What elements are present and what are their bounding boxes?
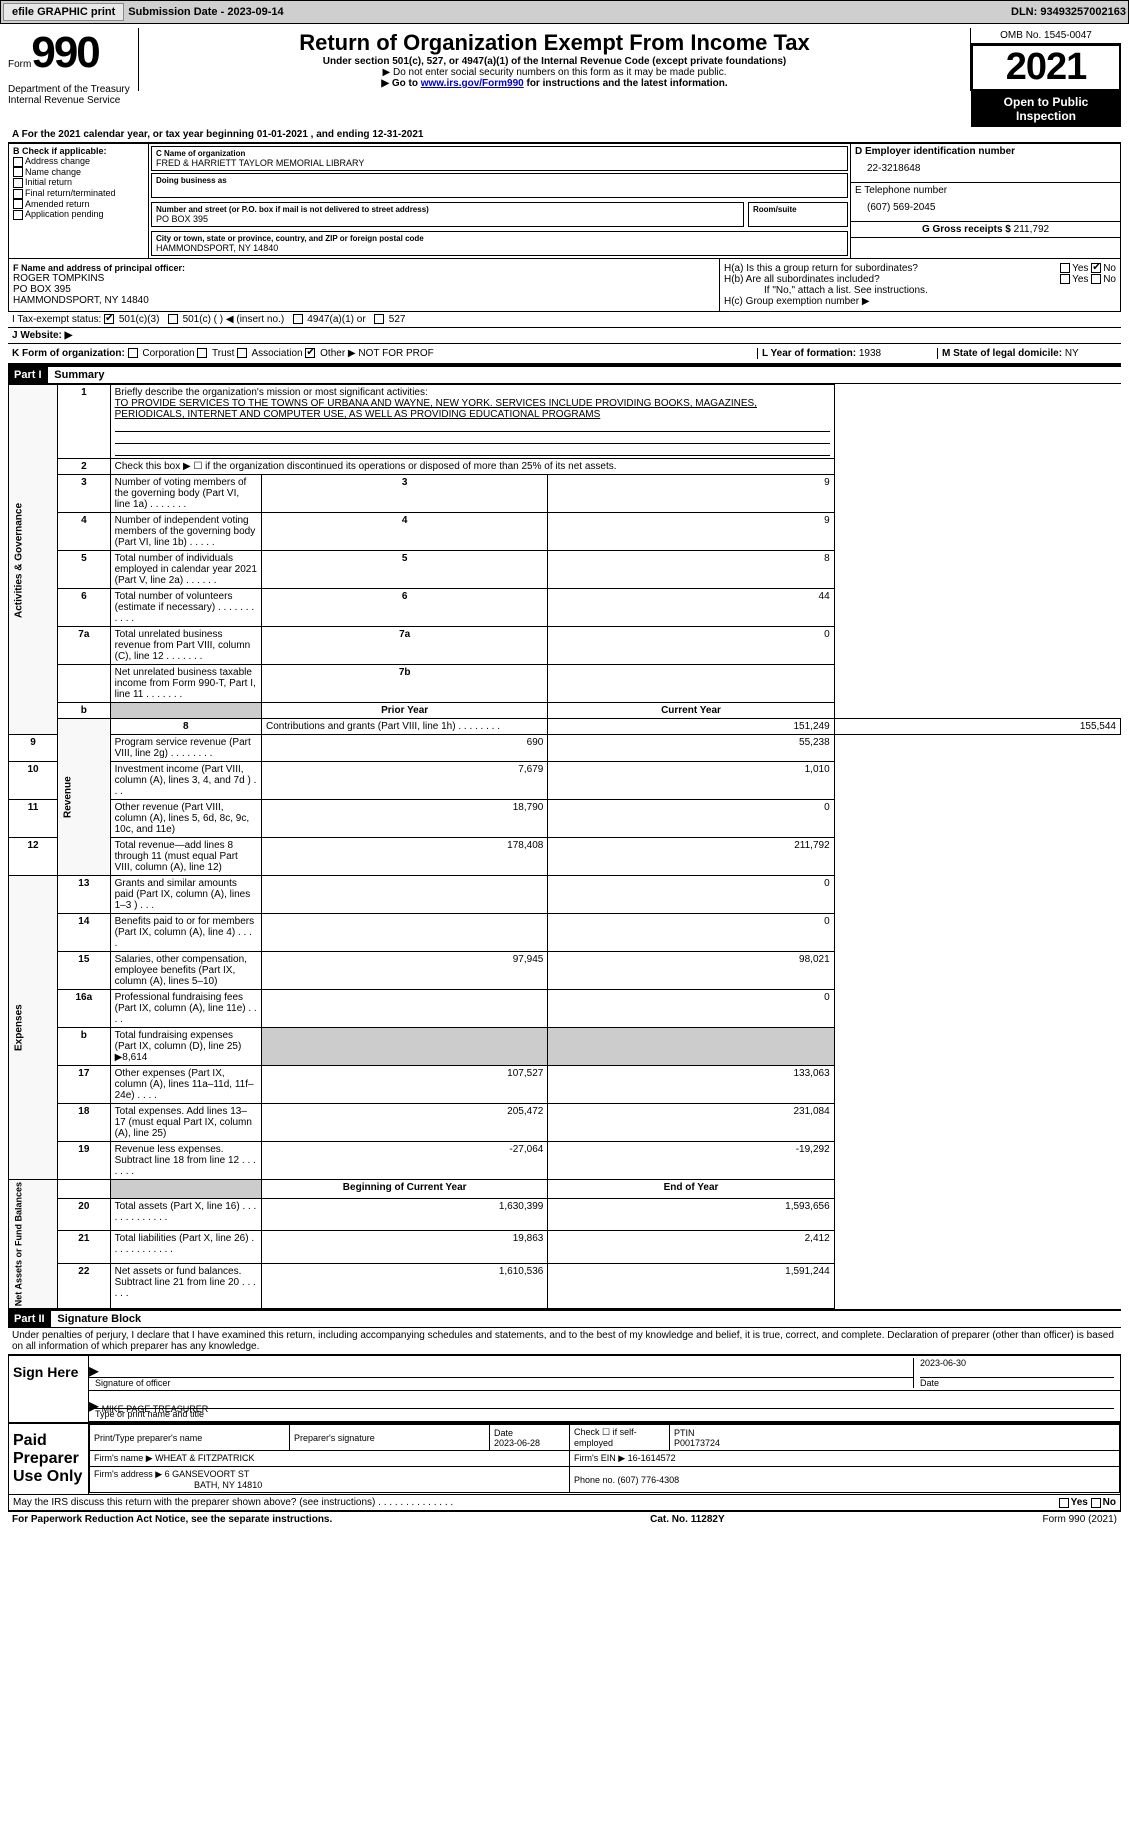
mission: Briefly describe the organization's miss…	[110, 385, 834, 459]
row-j: J Website: ▶	[8, 328, 1121, 344]
table-row: 6Total number of volunteers (estimate if…	[9, 589, 1121, 627]
street: PO BOX 395	[156, 214, 739, 224]
table-row: 5Total number of individuals employed in…	[9, 551, 1121, 589]
ptin: P00173724	[674, 1438, 720, 1448]
sig-date: 2023-06-30	[920, 1358, 1114, 1378]
table-row: 15Salaries, other compensation, employee…	[9, 952, 1121, 990]
table-row: 21Total liabilities (Part X, line 26) . …	[9, 1231, 1121, 1263]
page-title: Return of Organization Exempt From Incom…	[147, 30, 962, 56]
penalties-text: Under penalties of perjury, I declare th…	[8, 1328, 1121, 1355]
col-b: B Check if applicable: Address change Na…	[9, 144, 149, 258]
ssn-note: ▶ Do not enter social security numbers o…	[147, 67, 962, 78]
page-footer: For Paperwork Reduction Act Notice, see …	[8, 1511, 1121, 1527]
irs-link[interactable]: www.irs.gov/Form990	[421, 78, 524, 89]
part1-header: Part I	[8, 367, 48, 383]
row-m: M State of legal domicile: NY	[937, 348, 1117, 359]
ein: 22-3218648	[855, 157, 1116, 180]
col-d: D Employer identification number 22-3218…	[850, 144, 1120, 258]
phone: (607) 569-2045	[855, 196, 1116, 219]
topbar: efile GRAPHIC print Submission Date - 20…	[0, 0, 1129, 24]
line-a: A For the 2021 calendar year, or tax yea…	[8, 127, 1121, 143]
org-name: FRED & HARRIETT TAYLOR MEMORIAL LIBRARY	[156, 158, 843, 168]
501c3-checkbox[interactable]	[104, 314, 114, 324]
subtitle: Under section 501(c), 527, or 4947(a)(1)…	[147, 56, 962, 67]
sign-here-block: Sign Here ▸ Signature of officer 2023-06…	[8, 1355, 1121, 1423]
table-row: Net unrelated business taxable income fr…	[9, 665, 1121, 703]
part2-title: Signature Block	[57, 1313, 141, 1325]
gross-receipts: 211,792	[1014, 224, 1049, 235]
table-row: 9Program service revenue (Part VIII, lin…	[9, 735, 1121, 762]
firm-addr: 6 GANSEVOORT ST	[165, 1469, 250, 1479]
row-l: L Year of formation: 1938	[757, 348, 937, 359]
table-row: 10Investment income (Part VIII, column (…	[9, 762, 1121, 800]
col-c: C Name of organization FRED & HARRIETT T…	[149, 144, 850, 258]
form-header: Form990 Department of the Treasury Inter…	[8, 28, 1121, 127]
sig-officer-label: Signature of officer	[95, 1378, 170, 1388]
dln: DLN: 93493257002163	[1011, 6, 1126, 18]
table-row: 7aTotal unrelated business revenue from …	[9, 627, 1121, 665]
table-row: 12Total revenue—add lines 8 through 11 (…	[9, 838, 1121, 876]
form-word: Form	[8, 59, 31, 70]
irs-discuss: May the IRS discuss this return with the…	[13, 1497, 1059, 1508]
preparer-date: 2023-06-28	[494, 1438, 540, 1448]
efile-button[interactable]: efile GRAPHIC print	[3, 3, 124, 21]
expenses-label: Expenses	[9, 876, 58, 1180]
governance-label: Activities & Governance	[9, 385, 58, 735]
goto-note: ▶ Go to www.irs.gov/Form990 for instruct…	[147, 78, 962, 89]
tax-year: 2021	[971, 44, 1121, 91]
table-row: 17Other expenses (Part IX, column (A), l…	[9, 1066, 1121, 1104]
open-public: Open to Public Inspection	[971, 91, 1121, 127]
firm-name: WHEAT & FITZPATRICK	[155, 1453, 254, 1463]
table-row: 11Other revenue (Part VIII, column (A), …	[9, 800, 1121, 838]
row-k: K Form of organization: Corporation Trus…	[12, 348, 757, 359]
table-row: 18Total expenses. Add lines 13–17 (must …	[9, 1104, 1121, 1142]
firm-phone: (607) 776-4308	[618, 1475, 680, 1485]
table-row: 4Number of independent voting members of…	[9, 513, 1121, 551]
row-f: F Name and address of principal officer:…	[9, 259, 720, 311]
part1-title: Summary	[54, 369, 104, 381]
omb-number: OMB No. 1545-0047	[971, 28, 1121, 44]
paid-preparer-block: Paid Preparer Use Only Print/Type prepar…	[8, 1423, 1121, 1495]
part2-header: Part II	[8, 1311, 51, 1327]
treasury-dept: Department of the Treasury Internal Reve…	[8, 84, 138, 106]
row-i: I Tax-exempt status: 501(c)(3) 501(c) ( …	[8, 312, 1121, 328]
netassets-label: Net Assets or Fund Balances	[9, 1180, 58, 1309]
firm-ein: 16-1614572	[628, 1453, 676, 1463]
summary-table: Activities & Governance 1 Briefly descri…	[8, 384, 1121, 1309]
table-row: 20Total assets (Part X, line 16) . . . .…	[9, 1199, 1121, 1231]
table-row: bTotal fundraising expenses (Part IX, co…	[9, 1028, 1121, 1066]
table-row: 19Revenue less expenses. Subtract line 1…	[9, 1142, 1121, 1180]
table-row: 14Benefits paid to or for members (Part …	[9, 914, 1121, 952]
info-grid: B Check if applicable: Address change Na…	[8, 143, 1121, 259]
form-number: 990	[31, 28, 98, 77]
revenue-label: Revenue	[58, 719, 111, 876]
row-h: H(a) Is this a group return for subordin…	[720, 259, 1120, 311]
table-row: 3Number of voting members of the governi…	[9, 475, 1121, 513]
table-row: 22Net assets or fund balances. Subtract …	[9, 1263, 1121, 1308]
table-row: 16aProfessional fundraising fees (Part I…	[9, 990, 1121, 1028]
submission-label: Submission Date - 2023-09-14	[128, 6, 283, 18]
city: HAMMONDSPORT, NY 14840	[156, 243, 843, 253]
